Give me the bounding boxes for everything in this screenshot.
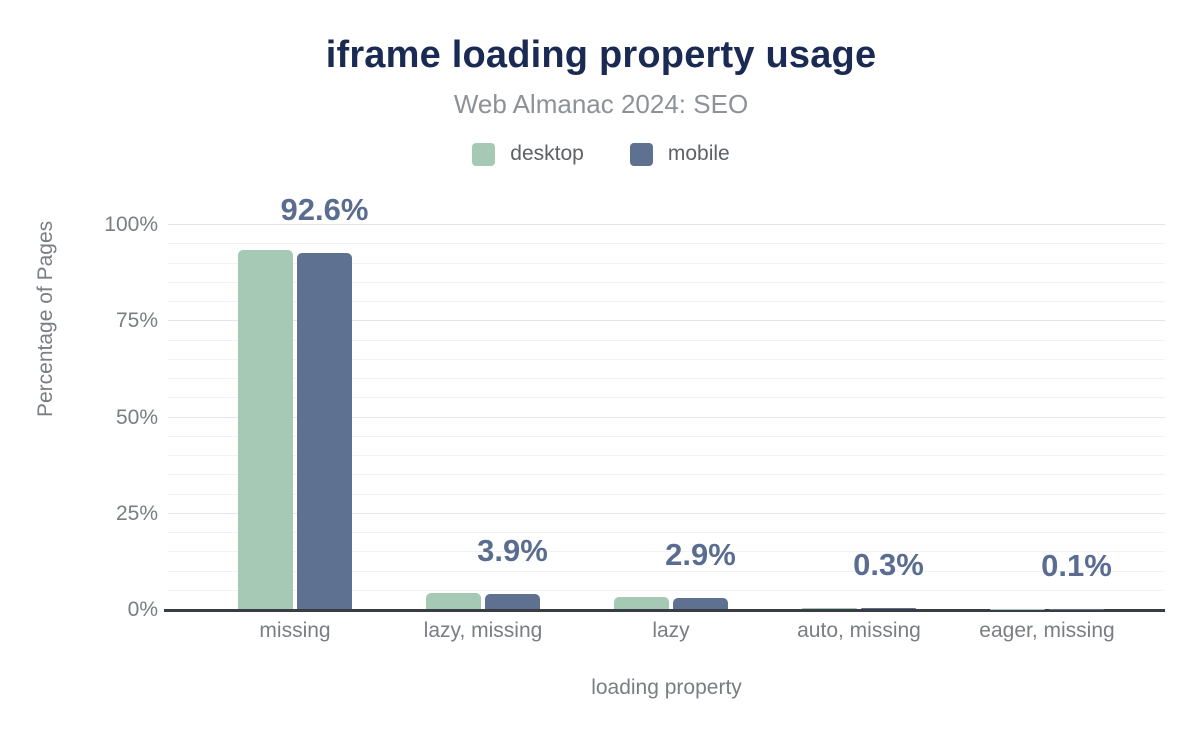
- major-gridline: [168, 512, 1165, 514]
- legend-item-desktop[interactable]: desktop: [472, 142, 584, 166]
- y-tick-label: 25%: [115, 501, 158, 525]
- legend-item-mobile[interactable]: mobile: [629, 142, 730, 166]
- bar-value-label: 3.9%: [477, 533, 548, 568]
- bar-value-label: 92.6%: [280, 191, 369, 227]
- bar-mobile-lazy-missing[interactable]: [485, 594, 540, 609]
- legend-label-desktop: desktop: [510, 142, 584, 165]
- x-tick-label: lazy: [652, 619, 690, 642]
- minor-gridline: [168, 358, 1165, 360]
- plot-area: 92.6% missing 3.9% lazy, missing 2.9% lazy 0.3…: [164, 194, 1165, 642]
- x-tick-label: auto, missing: [797, 619, 921, 642]
- bar-value-label: 2.9%: [665, 536, 736, 572]
- minor-gridline: [168, 455, 1165, 456]
- bar-value-label: 0.3%: [853, 546, 924, 582]
- bar-desktop-lazy[interactable]: [614, 597, 669, 609]
- minor-gridline: [168, 493, 1165, 495]
- mobile-series-swatch-icon: [629, 142, 653, 166]
- minor-gridline: [168, 243, 1165, 245]
- bar-desktop-missing[interactable]: [238, 249, 293, 609]
- bar-mobile-auto-missing[interactable]: [861, 607, 916, 609]
- minor-gridline: [168, 532, 1165, 533]
- bar-mobile-lazy[interactable]: [673, 597, 728, 609]
- minor-gridline: [168, 378, 1165, 379]
- minor-gridline: [168, 281, 1165, 283]
- y-tick-label: 50%: [115, 405, 158, 429]
- minor-gridline: [168, 570, 1165, 572]
- major-gridline: [168, 224, 1165, 225]
- minor-gridline: [168, 435, 1165, 437]
- bar-mobile-missing[interactable]: [297, 252, 352, 609]
- y-tick-label: 75%: [115, 309, 158, 333]
- minor-gridline: [168, 397, 1165, 399]
- y-tick-label: 0%: [127, 598, 158, 621]
- minor-gridline: [168, 589, 1165, 591]
- bar-desktop-lazy-missing[interactable]: [426, 593, 481, 609]
- minor-gridline: [168, 474, 1165, 476]
- minor-gridline: [168, 339, 1165, 341]
- minor-gridline: [168, 301, 1165, 302]
- major-gridline: [168, 416, 1165, 418]
- x-axis-line: [164, 609, 1165, 612]
- bar-value-label: 0.1%: [1041, 547, 1112, 583]
- major-gridline: [168, 320, 1165, 322]
- chart-title: iframe loading property usage: [325, 34, 877, 76]
- x-tick-label: missing: [259, 619, 331, 642]
- x-tick-label: lazy, missing: [423, 619, 543, 642]
- minor-gridline: [168, 262, 1165, 264]
- minor-gridline: [168, 551, 1165, 553]
- legend-label-mobile: mobile: [667, 142, 730, 165]
- legend: desktop mobile: [0, 142, 1202, 166]
- bar-desktop-auto-missing[interactable]: [802, 607, 857, 609]
- y-tick-label: 100%: [104, 213, 158, 236]
- x-axis-title: loading property: [591, 676, 742, 699]
- x-tick-label: eager, missing: [979, 619, 1115, 642]
- chart-subtitle: Web Almanac 2024: SEO: [453, 89, 749, 119]
- desktop-series-swatch-icon: [472, 142, 496, 166]
